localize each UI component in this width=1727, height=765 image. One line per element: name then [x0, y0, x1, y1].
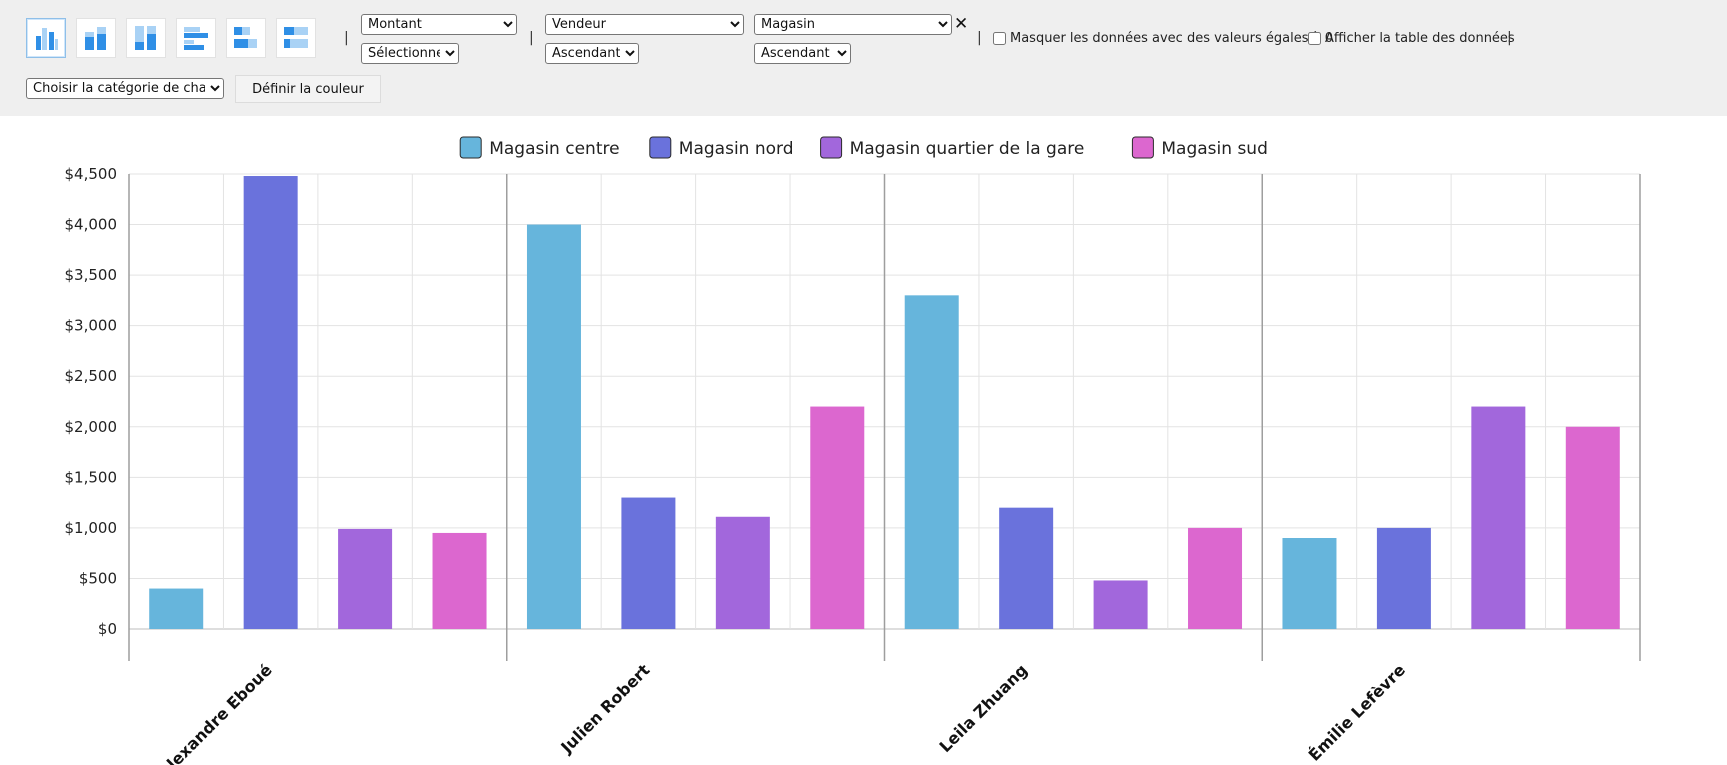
y-tick-label: $2,000 — [65, 418, 118, 436]
y-tick-label: $4,500 — [65, 165, 118, 183]
field-category-select[interactable]: Choisir la catégorie de champ — [26, 78, 224, 99]
bar-3-0[interactable] — [1282, 538, 1337, 629]
category-field-select[interactable]: Vendeur — [545, 14, 744, 35]
bar-1-2[interactable] — [715, 516, 770, 629]
hide-zero-label: Masquer les données avec des valeurs éga… — [1010, 31, 1333, 46]
x-axis: Alexandre Eboué Julien Robert Leila Zhuang… — [128, 174, 1641, 765]
hide-zero-checkbox[interactable] — [993, 32, 1006, 45]
y-tick-label: $3,500 — [65, 266, 118, 284]
y-tick-label: $500 — [79, 569, 117, 587]
bar-3-2[interactable] — [1471, 406, 1526, 629]
show-table-label: Afficher la table des données — [1325, 31, 1515, 46]
chart-type-column-percent-button[interactable] — [126, 18, 166, 58]
x-tick-label: Émilie Lefèvre — [1305, 660, 1409, 764]
y-axis: $0 $500 $1,000 $1,500 $2,000 $2,500 $3,000 $3,5… — [65, 165, 118, 638]
chart-type-bar-percent-button[interactable] — [276, 18, 316, 58]
x-tick-label: Julien Robert — [556, 660, 653, 757]
legend-label-3[interactable]: Magasin sud — [1161, 139, 1267, 159]
chart-type-column-clustered-icon — [36, 28, 58, 50]
toolbar-separator: | — [529, 30, 534, 46]
hide-zero-option[interactable]: Masquer les données avec des valeurs éga… — [993, 31, 1333, 46]
show-table-option[interactable]: Afficher la table des données — [1308, 31, 1515, 46]
chart-type-column-stacked-icon — [85, 27, 106, 50]
legend-label-2[interactable]: Magasin quartier de la gare — [850, 139, 1085, 159]
bar-0-2[interactable] — [338, 528, 393, 629]
legend-label-1[interactable]: Magasin nord — [679, 139, 794, 159]
chart-type-bar-clustered-icon — [184, 27, 208, 50]
category-sort-select[interactable]: Ascendant — [545, 43, 639, 64]
remove-series-field-icon[interactable]: ✕ — [954, 14, 969, 34]
y-tick-label: $4,000 — [65, 216, 118, 234]
bar-0-1[interactable] — [243, 176, 298, 629]
bar-2-0[interactable] — [904, 295, 959, 629]
chart-type-column-percent-icon — [135, 26, 156, 50]
legend-swatch-0 — [459, 136, 482, 159]
show-table-checkbox[interactable] — [1308, 32, 1321, 45]
column-chart: Magasin centre Magasin nord Magasin quarti… — [65, 136, 1641, 765]
y-tick-label: $1,500 — [65, 468, 118, 486]
bar-3-1[interactable] — [1376, 527, 1431, 629]
chart-bars — [149, 176, 1620, 630]
legend-swatch-3 — [1131, 136, 1154, 159]
y-tick-label: $2,500 — [65, 367, 118, 385]
toolbar-separator: | — [977, 30, 982, 46]
bar-2-3[interactable] — [1188, 527, 1243, 629]
chart-type-column-clustered-button[interactable] — [26, 18, 66, 58]
toolbar-separator: | — [1507, 30, 1512, 46]
series-field-select[interactable]: Magasin — [754, 14, 952, 35]
set-color-button[interactable]: Définir la couleur — [235, 75, 381, 103]
chart-type-bar-stacked-icon — [234, 27, 257, 48]
x-tick-label: Leila Zhuang — [935, 660, 1031, 756]
chart-type-column-stacked-button[interactable] — [76, 18, 116, 58]
chart-type-bar-stacked-button[interactable] — [226, 18, 266, 58]
bar-0-3[interactable] — [432, 532, 487, 629]
value-field-select[interactable]: Montant — [361, 14, 517, 35]
bar-0-0[interactable] — [149, 588, 204, 629]
bar-1-0[interactable] — [526, 224, 581, 630]
legend-label-0[interactable]: Magasin centre — [489, 139, 619, 159]
bar-3-3[interactable] — [1565, 426, 1620, 629]
legend-swatch-2 — [820, 136, 843, 159]
bar-1-1[interactable] — [621, 497, 676, 629]
bar-1-3[interactable] — [810, 406, 865, 629]
x-tick-label: Alexandre Eboué — [154, 660, 275, 765]
chart-toolbar: | Montant Sélectionner | Vendeur Ascenda… — [0, 0, 1727, 116]
chart-type-bar-percent-icon — [284, 27, 308, 48]
toolbar-separator: | — [344, 30, 349, 46]
bar-2-2[interactable] — [1093, 580, 1148, 629]
chart-legend: Magasin centre Magasin nord Magasin quarti… — [459, 136, 1268, 159]
aggregate-select[interactable]: Sélectionner — [361, 43, 459, 64]
y-tick-label: $3,000 — [65, 317, 118, 335]
series-sort-select[interactable]: Ascendant — [754, 43, 851, 64]
y-tick-label: $1,000 — [65, 519, 118, 537]
y-tick-label: $0 — [98, 620, 117, 638]
bar-2-1[interactable] — [999, 507, 1054, 629]
legend-swatch-1 — [649, 136, 672, 159]
chart-type-bar-clustered-button[interactable] — [176, 18, 216, 58]
